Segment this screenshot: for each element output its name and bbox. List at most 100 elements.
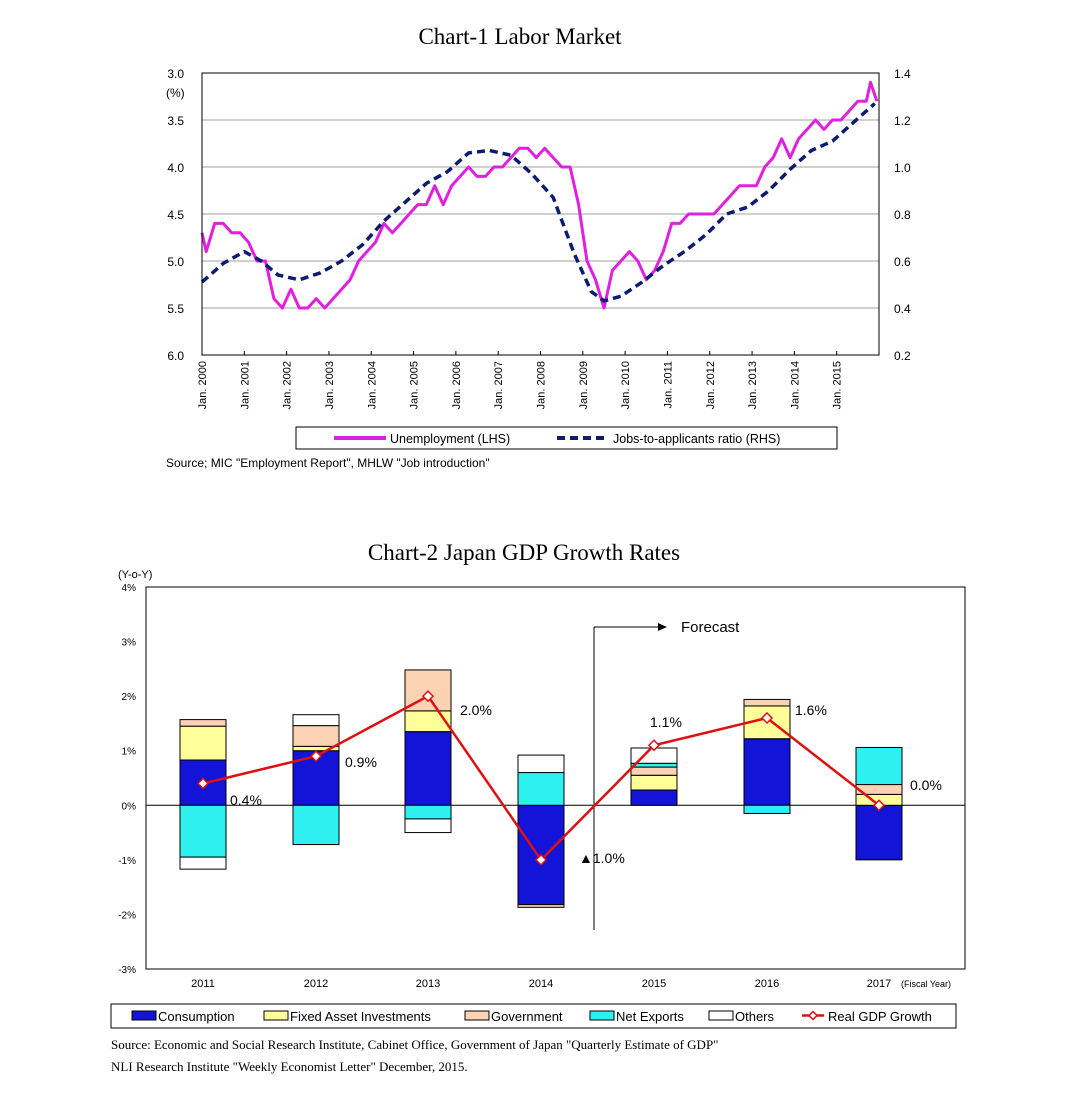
chart2-legend-label: Net Exports [616, 1009, 684, 1024]
real-gdp-growth-marker [760, 711, 774, 725]
chart2-bar-segment [630, 762, 678, 768]
labor-market-chart: Chart-1 Labor Market 3.0 3.5 4.0 4.5 5.0 5.5 6… [166, 24, 911, 470]
chart1-x-tick-label: Jan. 2004 [366, 361, 378, 409]
chart2-legend-swatch [131, 1010, 157, 1021]
chart2-bar-segment [404, 804, 452, 820]
chart2-y-tick: -2% [118, 910, 136, 921]
chart2-y-unit: (Y-o-Y) [118, 569, 152, 581]
chart1-lines [200, 80, 879, 310]
chart2-y-tick: 1% [122, 747, 137, 758]
chart2-growth-label: 0.4% [230, 792, 262, 808]
chart2-legend-swatch [464, 1010, 490, 1021]
chart2-x-tick: 2014 [529, 978, 553, 990]
chart1-right-axis: 1.4 1.2 1.0 0.8 0.6 0.4 0.2 [894, 67, 911, 363]
chart2-bar-segment [404, 669, 452, 712]
chart2-bar-segment [404, 731, 452, 806]
chart2-growth-label: 0.0% [910, 777, 942, 793]
chart1-x-tick-label: Jan. 2001 [239, 361, 251, 409]
chart2-x-tick: 2016 [755, 978, 779, 990]
chart1-right-tick: 0.6 [894, 255, 911, 269]
chart2-bar-segment [855, 804, 903, 861]
chart1-legend: Unemployment (LHS) Jobs-to-applicants ra… [295, 426, 838, 450]
chart1-x-tick-label: Jan. 2008 [536, 361, 548, 409]
chart2-fiscal-year-label: (Fiscal Year) [901, 979, 951, 989]
chart1-right-tick: 1.2 [894, 114, 911, 128]
chart2-bar-segment [179, 856, 227, 870]
chart1-left-tick: 3.5 [167, 114, 184, 128]
chart2-bar-segment [179, 804, 227, 858]
chart2-legend-label: Consumption [158, 1009, 235, 1024]
chart2-bar-segment [179, 759, 227, 806]
chart1-left-tick: 4.5 [167, 208, 184, 222]
chart2-growth-labels: 0.4% 0.9% 2.0% ▲1.0% 1.1% 1.6% 0.0% [230, 702, 942, 866]
chart2-bar-segment [743, 698, 791, 707]
chart2-bars [179, 669, 903, 908]
chart2-bar-segment [517, 754, 565, 774]
chart2-growth-label: 2.0% [460, 702, 492, 718]
chart1-right-tick: 0.4 [894, 302, 911, 316]
chart1-right-tick: 1.0 [894, 161, 911, 175]
chart1-source: Source; MIC "Employment Report", MHLW "J… [166, 456, 490, 470]
chart1-x-tick-label: Jan. 2015 [832, 361, 844, 409]
chart1-x-tick-label: Jan. 2000 [197, 361, 209, 409]
chart2-x-tick: 2013 [416, 978, 440, 990]
chart2-bar-segment [292, 750, 340, 806]
chart2-bar-segment [517, 804, 565, 906]
chart2-source-line-1: Source: Economic and Social Research Ins… [111, 1037, 718, 1052]
chart2-forecast-marker: Forecast [593, 619, 740, 930]
chart2-bar-segment [630, 747, 678, 764]
chart1-right-tick: 1.4 [894, 67, 911, 81]
chart1-title: Chart-1 Labor Market [418, 24, 622, 49]
chart2-growth-label: 1.6% [795, 702, 827, 718]
chart2-y-tick: 2% [122, 692, 137, 703]
chart2-forecast-label: Forecast [681, 619, 740, 636]
chart2-real-gdp-line [196, 690, 886, 866]
chart1-left-axis: 3.0 3.5 4.0 4.5 5.0 5.5 6.0 [167, 67, 184, 363]
chart2-x-tick: 2011 [191, 978, 215, 990]
chart2-legend-label: Fixed Asset Investments [290, 1009, 431, 1024]
real-gdp-growth-line [202, 694, 880, 862]
chart1-x-tick-label: Jan. 2006 [451, 361, 463, 409]
chart2-bar-segment [517, 904, 565, 908]
chart1-x-tick-label: Jan. 2011 [662, 361, 674, 409]
chart2-bar-segment [743, 804, 791, 814]
chart2-x-axis: 2011 2012 2013 2014 2015 2016 2017 [191, 978, 891, 990]
chart2-y-tick: 0% [122, 801, 137, 812]
real-gdp-growth-marker [196, 777, 210, 790]
chart1-left-tick: 5.5 [167, 302, 184, 316]
chart2-legend-label: Government [491, 1009, 563, 1024]
chart2-bar-segment [630, 766, 678, 776]
chart1-left-tick: 6.0 [167, 349, 184, 363]
chart2-bar-segment [855, 784, 903, 795]
chart2-growth-label: ▲1.0% [579, 850, 625, 866]
real-gdp-growth-marker [421, 690, 435, 703]
chart2-bar-segment [179, 719, 227, 727]
chart2-legend-swatch [589, 1010, 615, 1021]
chart2-bar-segment [404, 710, 452, 733]
chart2-y-tick: 4% [122, 583, 137, 594]
chart2-source-line-2: NLI Research Institute "Weekly Economist… [111, 1059, 468, 1074]
chart1-left-unit: (%) [166, 86, 185, 100]
chart2-bar-segment [292, 804, 340, 846]
chart1-x-tick-label: Jan. 2003 [324, 361, 336, 409]
chart2-legend-swatch [263, 1010, 289, 1021]
chart2-bar-segment [292, 714, 340, 727]
chart1-x-tick-label: Jan. 2007 [493, 361, 505, 409]
chart2-bar-segment [292, 725, 340, 747]
chart1-legend-unemployment: Unemployment (LHS) [390, 432, 510, 446]
chart1-legend-jobs-ratio: Jobs-to-applicants ratio (RHS) [613, 432, 780, 446]
chart1-x-tick-label: Jan. 2012 [705, 361, 717, 409]
chart1-x-tick-label: Jan. 2005 [409, 361, 421, 409]
chart2-growth-label: 1.1% [650, 714, 682, 730]
real-gdp-growth-marker [647, 739, 661, 752]
chart1-right-tick: 0.8 [894, 208, 911, 222]
chart1-left-tick: 5.0 [167, 255, 184, 269]
chart2-growth-label: 0.9% [345, 754, 377, 770]
chart2-title: Chart-2 Japan GDP Growth Rates [368, 540, 680, 565]
chart1-x-tick-label: Jan. 2002 [282, 361, 294, 409]
chart2-x-tick: 2015 [642, 978, 666, 990]
chart2-x-tick: 2012 [304, 978, 328, 990]
chart2-bar-segment [179, 725, 227, 761]
chart2-legend-label: Others [735, 1009, 775, 1024]
chart1-x-tick-label: Jan. 2014 [789, 361, 801, 409]
